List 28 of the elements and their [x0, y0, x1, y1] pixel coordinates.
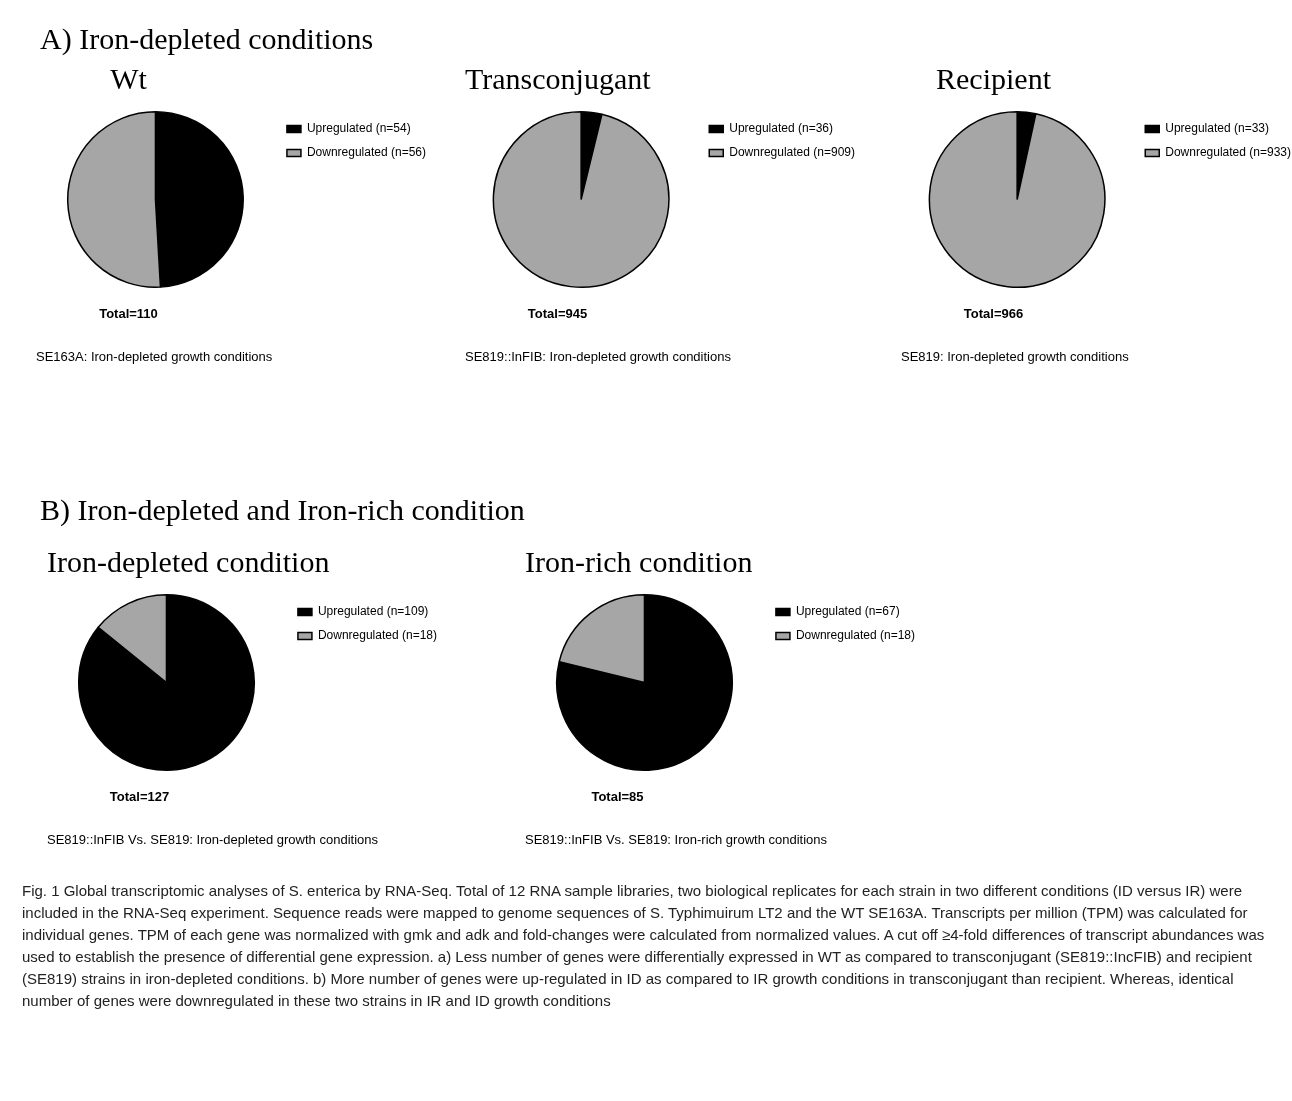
chart-title: Iron-rich condition — [525, 545, 753, 580]
text: SE819: Iron-depleted growth conditions — [901, 349, 1130, 364]
legend-label: Upregulated (n=33) — [1165, 121, 1269, 136]
text: SE819::InFIB: Iron-depleted growth conditions — [465, 349, 732, 364]
chart-title: Wt — [109, 62, 148, 97]
chart-title: Iron-depleted condition — [47, 545, 330, 580]
text: Total=945 — [526, 306, 589, 321]
text: Total=966 — [962, 306, 1025, 321]
legend-label: Downregulated (n=909) — [729, 145, 855, 160]
text: A) Iron-depleted conditions — [40, 22, 375, 56]
legend-label: Upregulated (n=36) — [729, 121, 833, 136]
legend-label: Upregulated (n=54) — [306, 121, 411, 136]
text: B) Iron-depleted and Iron-rich condition — [40, 493, 526, 527]
chart-title: Recipient — [935, 62, 1052, 97]
chart-title: Transconjugant — [465, 62, 651, 97]
legend-label: Downregulated (n=18) — [795, 628, 915, 643]
caption: Fig. 1 Global transcriptomic analyses of S. enterica by RNA-Seq. Total of 12 RNA sample libraries, two biological replicates for each strain in two different conditions (ID versus IR) were included in the RNA-Seq experiment. Sequence reads were mapped to genome sequences of S. Typhimuirum LT2 and the WT SE163A. Transcripts per million (TPM) was calculated for individual genes. TPM of each gene was normalized with gmk and adk and fold-changes were calculated from normalized values. A cut off ≥4-fold differences of transcript abundances was used to establish the presence of differential gene expression. a) Less number of genes were differentially expressed in WT as compared to transconjugant (SE819::IncFIB) and recipient (SE819) strains in iron-depleted conditions. b) More number of genes were up-regulated in ID as compared to IR growth conditions in transconjugant than recipient. Whereas, identical number of genes were downregulated in these two strains in IR and ID growth conditions — [22, 881, 1266, 1011]
legend-label: Downregulated (n=56) — [306, 145, 426, 160]
legend-label: Downregulated (n=933) — [1165, 145, 1291, 160]
text: Total=110 — [98, 306, 159, 321]
legend-label: Upregulated (n=67) — [795, 604, 900, 619]
text: SE819::InFIB Vs. SE819: Iron-depleted growth conditions — [47, 832, 379, 847]
text: Total=85 — [590, 789, 645, 804]
text: Total=127 — [108, 789, 171, 804]
legend-label: Upregulated (n=109) — [317, 604, 429, 619]
text: SE163A: Iron-depleted growth conditions — [36, 349, 274, 364]
text: SE819::InFIB Vs. SE819: Iron-rich growth conditions — [525, 832, 829, 847]
legend-label: Downregulated (n=18) — [317, 628, 437, 643]
